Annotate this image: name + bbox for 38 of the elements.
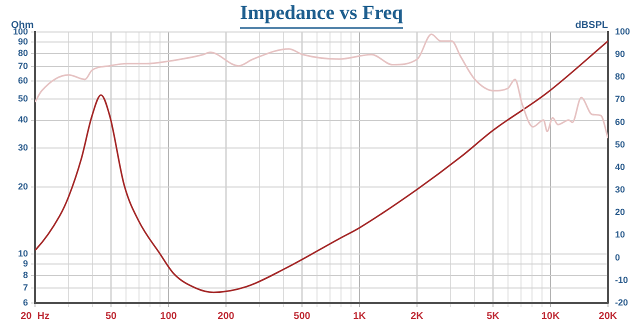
y-tick-label: 20 [18, 182, 28, 192]
chart-title: Impedance vs Freq [240, 2, 403, 24]
y-tick-label: 6 [23, 297, 28, 308]
y2-tick-label: 40 [614, 162, 625, 172]
x-tick-label: 5K [486, 310, 500, 322]
y-tick-label: 50 [18, 93, 28, 104]
y-tick-label: 9 [23, 258, 28, 268]
y2-tick-label: 70 [614, 94, 625, 104]
x-tick-label: 100 [160, 310, 178, 322]
y2-tick-label: 80 [614, 72, 625, 82]
y2-tick-label: 60 [614, 116, 625, 127]
x-tick-label: 1K [353, 310, 367, 322]
y2-tick-label: 0 [614, 252, 620, 262]
y-tick-label: 70 [18, 60, 28, 71]
y2-tick-label: -20 [614, 297, 628, 308]
y2-tick-label: 50 [614, 139, 625, 150]
y2-tick-label: 90 [614, 49, 625, 60]
y-tick-label: 8 [23, 270, 28, 280]
x-tick-label: 500 [294, 310, 311, 322]
y2-axis-title: dBSPL [575, 20, 608, 31]
y-tick-label: 7 [23, 282, 28, 293]
y-tick-label: 80 [18, 48, 28, 58]
y2-tick-label: 100 [614, 26, 630, 36]
x-tick-label: 2K [410, 310, 424, 322]
y2-tick-label: -10 [614, 274, 628, 285]
y-tick-label: 60 [18, 76, 28, 86]
y2-tick-label: 10 [614, 230, 625, 240]
y2-tick-label: 30 [614, 184, 625, 195]
y-tick-label: 10 [18, 248, 28, 258]
y-tick-label: 90 [18, 36, 28, 47]
y2-tick-label: 20 [614, 207, 625, 218]
x-tick-label: 10K [541, 310, 560, 322]
y-tick-label: 30 [18, 142, 28, 152]
y-tick-label: 40 [18, 114, 28, 125]
x-tick-label: 50 [105, 310, 118, 322]
x-tick-label: 20 Hz [20, 310, 50, 322]
x-tick-label: 20K [598, 310, 618, 322]
x-tick-label: 200 [218, 310, 235, 322]
